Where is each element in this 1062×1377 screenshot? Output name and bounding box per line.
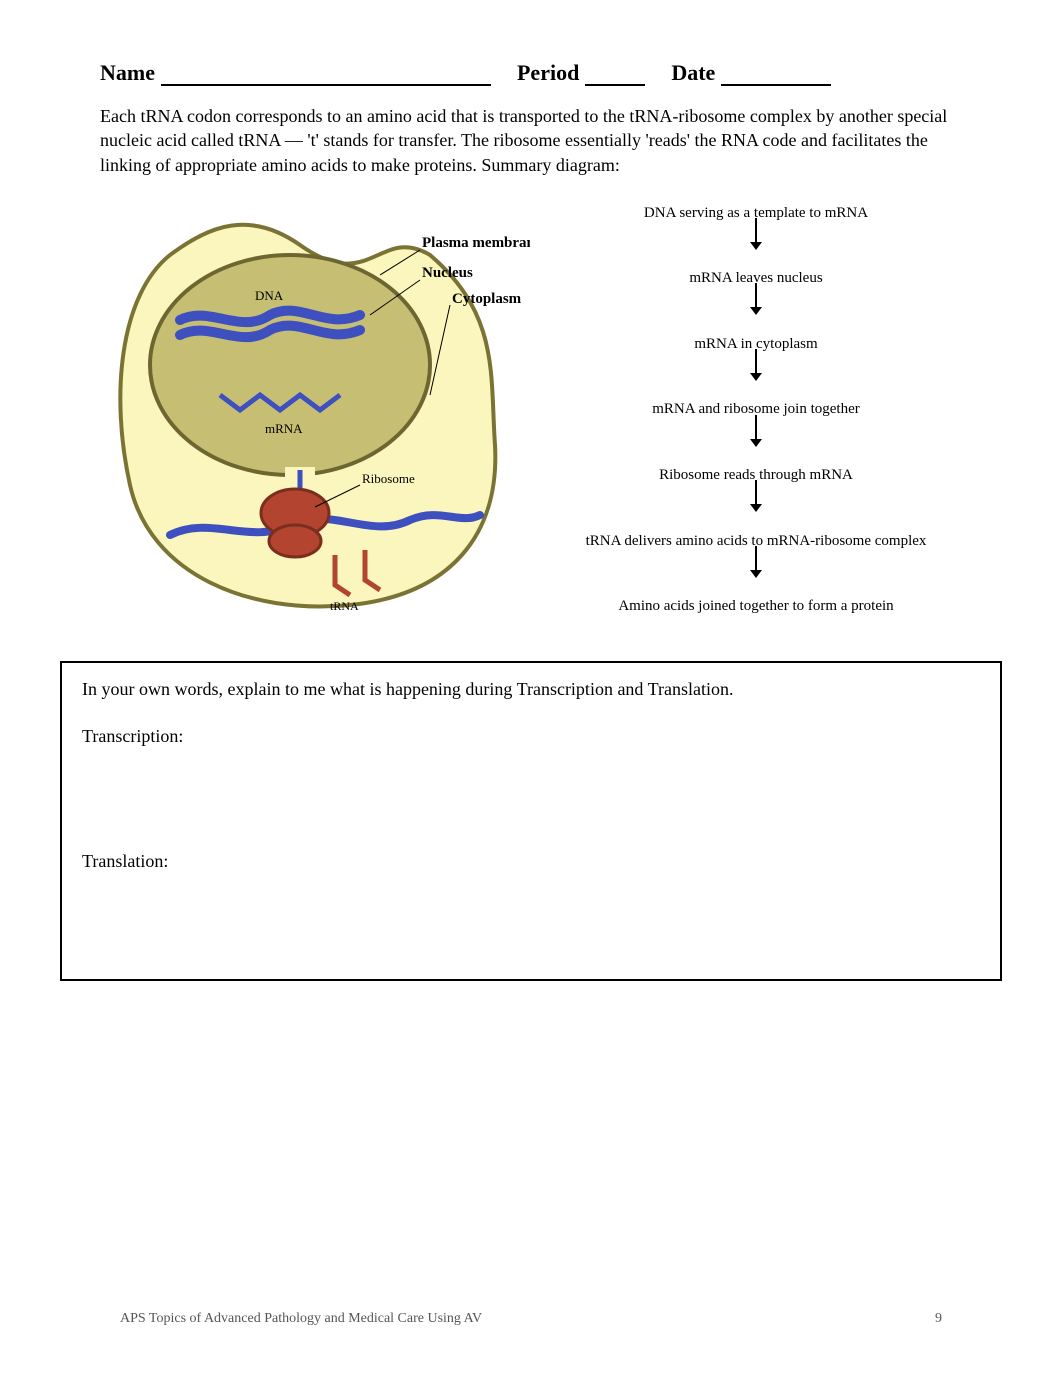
mrna-label-nucleus: mRNA: [265, 421, 303, 436]
header-line: Name Period Date: [100, 60, 962, 86]
period-label: Period: [517, 60, 579, 86]
cytoplasm-label: Cytoplasm: [452, 291, 522, 307]
intro-paragraph: Each tRNA codon corresponds to an amino …: [100, 104, 962, 177]
cell-diagram: mRNA DNA Plasma membrane N: [100, 195, 530, 625]
flow-arrow-icon: [750, 373, 762, 381]
nucleus-shape: [150, 255, 430, 475]
flowchart: DNA serving as a template to mRNA mRNA l…: [550, 195, 962, 625]
plasma-membrane-label: Plasma membrane: [422, 235, 530, 251]
flow-arrow-icon: [750, 439, 762, 447]
flow-step: Amino acids joined together to form a pr…: [618, 598, 893, 615]
ribosome-small: [269, 525, 321, 557]
worksheet-page: Name Period Date Each tRNA codon corresp…: [0, 0, 1062, 1377]
footer-left: APS Topics of Advanced Pathology and Med…: [120, 1311, 482, 1327]
trna-label: tRNA: [330, 599, 359, 613]
translation-answer-area[interactable]: [82, 872, 980, 964]
nucleus-label: Nucleus: [422, 265, 473, 281]
page-number: 9: [935, 1311, 942, 1327]
date-blank[interactable]: [721, 64, 831, 86]
flow-arrow-icon: [750, 504, 762, 512]
name-blank[interactable]: [161, 64, 491, 86]
transcription-label: Transcription:: [82, 726, 980, 747]
name-label: Name: [100, 60, 155, 86]
date-label: Date: [671, 60, 715, 86]
ribosome-label: Ribosome: [362, 471, 415, 486]
figure-row: mRNA DNA Plasma membrane N: [100, 195, 962, 625]
period-blank[interactable]: [585, 64, 645, 86]
transcription-answer-area[interactable]: [82, 747, 980, 839]
answer-box: In your own words, explain to me what is…: [60, 661, 1002, 981]
flow-arrow-icon: [750, 242, 762, 250]
dna-label: DNA: [255, 288, 284, 303]
flow-arrow-icon: [750, 570, 762, 578]
flow-arrow-icon: [750, 307, 762, 315]
translation-label: Translation:: [82, 851, 980, 872]
answer-prompt: In your own words, explain to me what is…: [82, 679, 980, 700]
page-footer: APS Topics of Advanced Pathology and Med…: [120, 1311, 942, 1327]
